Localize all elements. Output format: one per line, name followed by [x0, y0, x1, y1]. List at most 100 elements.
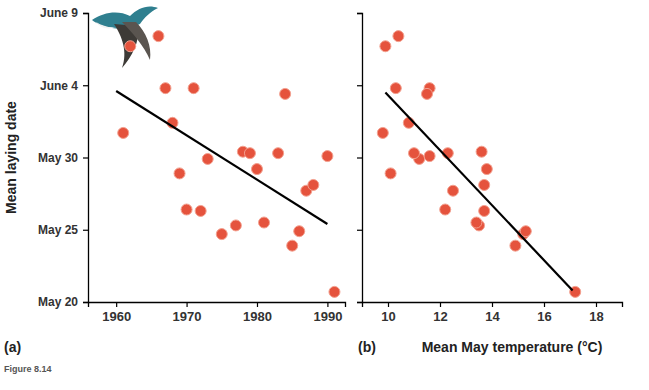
bird-belly — [96, 22, 116, 28]
y-tick-mark — [357, 157, 362, 158]
data-point — [481, 164, 492, 175]
y-axis — [357, 14, 363, 303]
data-point — [230, 220, 241, 231]
data-point — [280, 88, 291, 99]
y-tick — [357, 13, 362, 14]
y-axis-line — [83, 14, 89, 303]
y-axis-title: Mean laying date — [3, 101, 19, 214]
x-tick-label: 10 — [381, 309, 395, 324]
data-point — [422, 88, 433, 99]
x-tick: 1980 — [243, 302, 272, 324]
data-point — [216, 229, 227, 240]
bird-wing — [122, 22, 150, 60]
x-tick-label: 16 — [537, 309, 551, 324]
panel: 1960 1970 1980 1990 May 20 May 25 May 30 June 4… — [3, 6, 346, 355]
data-point — [287, 240, 298, 251]
data-point — [308, 179, 319, 190]
data-point — [322, 151, 333, 162]
data-point — [202, 153, 213, 164]
panel-label: (b) — [358, 339, 376, 355]
y-tick — [357, 230, 362, 231]
x-axis: 10 12 14 16 18 — [363, 302, 623, 324]
data-point — [251, 164, 262, 175]
y-tick: May 30 — [38, 151, 88, 165]
x-tick: 1970 — [173, 302, 202, 324]
y-tick-mark — [83, 157, 88, 158]
y-tick-mark — [83, 85, 88, 86]
y-axis: May 20 May 25 May 30 June 4 June 9 — [38, 6, 89, 309]
x-tick-mark — [440, 302, 441, 307]
data-point — [424, 151, 435, 162]
plot-area — [116, 31, 340, 298]
x-tick: 16 — [537, 302, 551, 324]
data-point — [188, 83, 199, 94]
plot-area — [377, 31, 580, 298]
y-tick-label: May 30 — [38, 151, 78, 165]
x-axis-line — [89, 303, 346, 308]
data-point — [294, 226, 305, 237]
data-point — [510, 240, 521, 251]
y-tick — [357, 85, 362, 86]
data-point — [118, 127, 129, 138]
x-tick-label: 14 — [485, 309, 500, 324]
data-point — [448, 185, 459, 196]
y-tick-mark — [357, 230, 362, 231]
y-tick-mark — [83, 302, 88, 303]
y-tick-label: May 25 — [38, 223, 78, 237]
x-axis: 1960 1970 1980 1990 — [89, 302, 346, 324]
y-tick-mark — [357, 302, 362, 303]
x-tick-label: 1980 — [243, 309, 272, 324]
x-tick-label: 12 — [433, 309, 447, 324]
x-tick: 18 — [589, 302, 603, 324]
data-point — [471, 217, 482, 228]
data-point — [479, 179, 490, 190]
y-tick: June 4 — [40, 79, 88, 93]
x-tick-mark — [544, 302, 545, 307]
x-axis-line — [363, 303, 623, 308]
data-point — [385, 168, 396, 179]
y-tick — [357, 158, 362, 159]
data-point — [174, 168, 185, 179]
data-point — [273, 148, 284, 159]
data-point — [181, 204, 192, 215]
data-point — [520, 226, 531, 237]
data-point — [409, 148, 420, 159]
x-tick-label: 1970 — [173, 309, 202, 324]
y-tick: June 9 — [40, 6, 88, 20]
x-tick-mark — [327, 302, 328, 307]
y-tick: May 25 — [38, 223, 88, 237]
x-tick-mark — [492, 302, 493, 307]
y-tick — [357, 302, 362, 303]
trend-line — [385, 92, 572, 290]
x-tick-mark — [186, 302, 187, 307]
x-axis-title: Mean May temperature (°C) — [422, 339, 603, 355]
data-point — [195, 205, 206, 216]
figure: 1960 1970 1980 1990 May 20 May 25 May 30 June 4… — [0, 0, 649, 390]
data-point — [393, 31, 404, 42]
y-tick-mark — [83, 13, 88, 14]
figure-label: Figure 8.14 — [4, 364, 52, 374]
panel: 10 12 14 16 18 Mean May temperature (°C) (b) — [357, 14, 623, 356]
y-tick-mark — [83, 230, 88, 231]
data-point — [125, 41, 136, 52]
y-tick-mark — [357, 85, 362, 86]
data-point — [476, 146, 487, 157]
x-tick-mark — [116, 302, 117, 307]
x-tick: 10 — [381, 302, 395, 324]
data-point — [479, 205, 490, 216]
x-tick-label: 18 — [589, 309, 603, 324]
x-tick: 1960 — [102, 302, 131, 324]
x-tick: 14 — [485, 302, 500, 324]
y-tick-label: May 20 — [38, 295, 78, 309]
y-tick-mark — [357, 13, 362, 14]
trend-line — [116, 91, 327, 224]
x-tick-mark — [596, 302, 597, 307]
x-tick-mark — [257, 302, 258, 307]
panel-label: (a) — [4, 339, 21, 355]
bird-illustration — [92, 6, 158, 68]
data-point — [377, 127, 388, 138]
x-tick-mark — [388, 302, 389, 307]
data-point — [259, 217, 270, 228]
x-tick: 1990 — [313, 302, 342, 324]
data-point — [390, 83, 401, 94]
